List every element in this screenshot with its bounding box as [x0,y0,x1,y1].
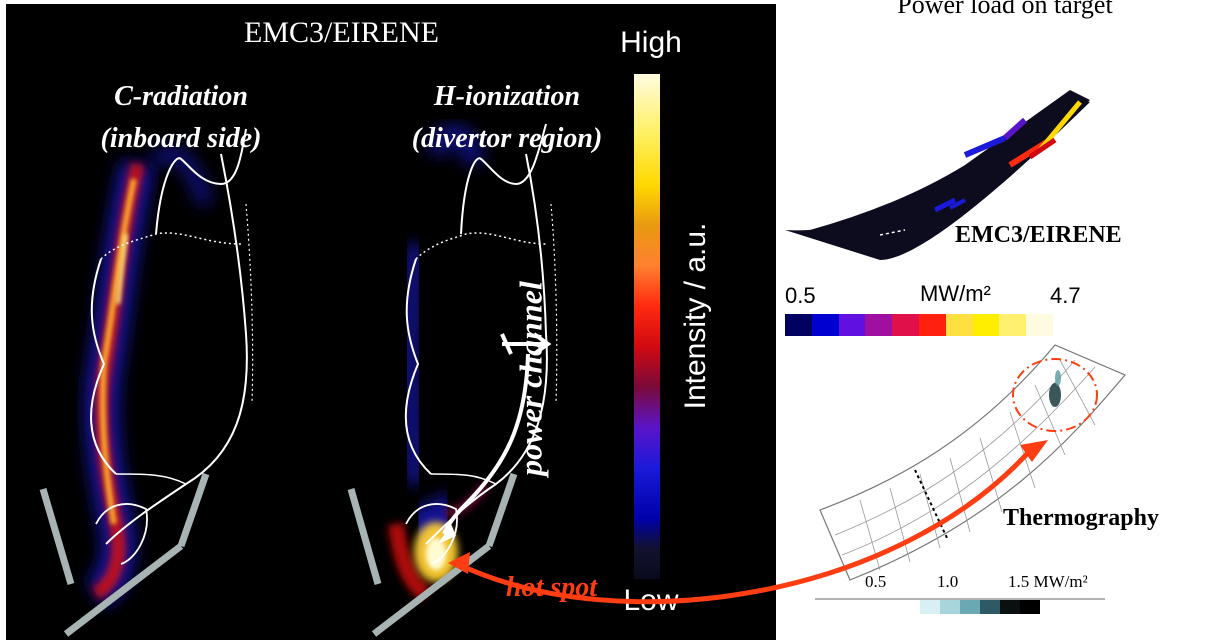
thermography-label: Thermography [1003,505,1159,531]
simulation-graphic [39,74,660,637]
colorbar-low-label: Low [623,584,679,617]
c-radiation-plot [39,128,254,637]
power-colorbar-min: 0.5 [785,283,816,308]
power-colorbar-max: 4.7 [1050,283,1081,308]
power-load-title: Power load on target [897,0,1113,19]
power-channel-label: power channel [512,281,549,476]
simulation-panel: EMC3/EIRENE C-radiation (inboard side) H… [6,4,776,640]
thermography-map [819,344,1126,581]
thermo-tick-0-5: 0.5 [865,572,887,591]
colorbar-high-label: High [620,26,682,59]
c-radiation-title: C-radiation (inboard side) [100,81,262,154]
emc3-eirene-label: EMC3/EIRENE [955,222,1122,248]
thermo-tick-1-0: 1.0 [937,572,959,591]
intensity-colorbar [634,74,660,579]
thermo-tick-1-5: 1.5 MW/m² [1008,572,1088,591]
hot-spot-label: hot spot [506,572,598,603]
emc3-target-map [785,90,1090,260]
power-colorbar [785,314,1053,336]
h-ionization-title: H-ionization (divertor region) [411,81,603,154]
simulation-title: EMC3/EIRENE [244,16,439,49]
thermography-scale [815,598,1105,614]
colorbar-axis-label: Intensity / a.u. [679,222,712,410]
power-colorbar-unit: MW/m² [920,281,991,306]
